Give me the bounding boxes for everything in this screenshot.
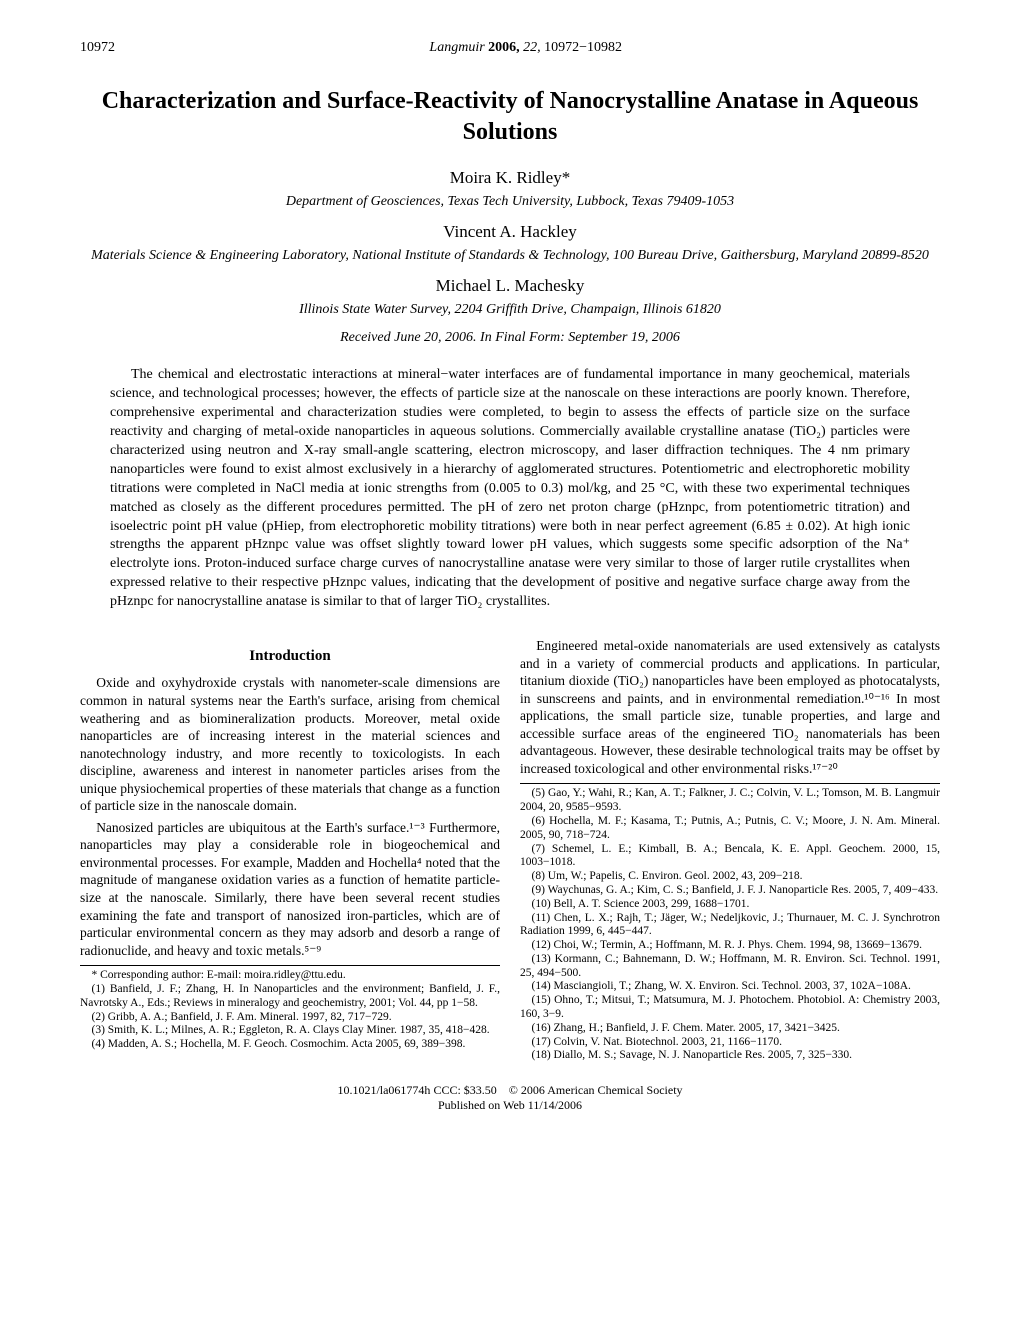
ref-item: (11) Chen, L. X.; Rajh, T.; Jäger, W.; N… — [520, 912, 940, 940]
footnote-item: (3) Smith, K. L.; Milnes, A. R.; Eggleto… — [80, 1024, 500, 1038]
author-block-1: Vincent A. Hackley Materials Science & E… — [80, 222, 940, 264]
ref-item: (17) Colvin, V. Nat. Biotechnol. 2003, 2… — [520, 1036, 940, 1050]
author-name-2: Michael L. Machesky — [80, 276, 940, 296]
footnote-item: (2) Gribb, A. A.; Banfield, J. F. Am. Mi… — [80, 1011, 500, 1025]
col2-para: Engineered metal-oxide nanomaterials are… — [520, 637, 940, 777]
header-right-spacer — [936, 40, 940, 56]
copyright: © 2006 American Chemical Society — [509, 1083, 683, 1097]
ref-item: (14) Masciangioli, T.; Zhang, W. X. Envi… — [520, 980, 940, 994]
footnote-item: (4) Madden, A. S.; Hochella, M. F. Geoch… — [80, 1038, 500, 1052]
intro-para-1: Nanosized particles are ubiquitous at th… — [80, 819, 500, 959]
ref-item: (13) Kormann, C.; Bahnemann, D. W.; Hoff… — [520, 953, 940, 981]
ref-item: (12) Choi, W.; Termin, A.; Hoffmann, M. … — [520, 939, 940, 953]
introduction-heading: Introduction — [80, 647, 500, 667]
ref-item: (15) Ohno, T.; Mitsui, T.; Matsumura, M.… — [520, 994, 940, 1022]
article-title: Characterization and Surface-Reactivity … — [80, 86, 940, 148]
journal-header: Langmuir 2006, 22, 10972−10982 — [429, 40, 622, 56]
ref-item: (7) Schemel, L. E.; Kimball, B. A.; Benc… — [520, 843, 940, 871]
author-affiliation-0: Department of Geosciences, Texas Tech Un… — [80, 194, 940, 210]
ref-item: (9) Waychunas, G. A.; Kim, C. S.; Banfie… — [520, 884, 940, 898]
footnotes-left: * Corresponding author: E-mail: moira.ri… — [80, 965, 500, 1052]
ref-item: (5) Gao, Y.; Wahi, R.; Kan, A. T.; Falkn… — [520, 787, 940, 815]
footnote-item: (1) Banfield, J. F.; Zhang, H. In Nanopa… — [80, 983, 500, 1011]
ccc-price: CCC: $33.50 — [433, 1083, 496, 1097]
ref-item: (18) Diallo, M. S.; Savage, N. J. Nanopa… — [520, 1049, 940, 1063]
author-affiliation-2: Illinois State Water Survey, 2204 Griffi… — [80, 302, 940, 318]
author-block-0: Moira K. Ridley* Department of Geoscienc… — [80, 168, 940, 210]
ref-item: (8) Um, W.; Papelis, C. Environ. Geol. 2… — [520, 870, 940, 884]
ref-item: (16) Zhang, H.; Banfield, J. F. Chem. Ma… — [520, 1022, 940, 1036]
body-columns: Introduction Oxide and oxyhydroxide crys… — [80, 637, 940, 1063]
author-name-0: Moira K. Ridley* — [80, 168, 940, 188]
published-on-web: Published on Web 11/14/2006 — [438, 1098, 582, 1112]
abstract-text: The chemical and electrostatic interacti… — [110, 366, 910, 612]
running-header: 10972 Langmuir 2006, 22, 10972−10982 — [80, 40, 940, 56]
footer-line: 10.1021/la061774h CCC: $33.50 © 2006 Ame… — [80, 1083, 940, 1113]
author-name-1: Vincent A. Hackley — [80, 222, 940, 242]
footnote-item: * Corresponding author: E-mail: moira.ri… — [80, 969, 500, 983]
author-affiliation-1: Materials Science & Engineering Laborato… — [80, 248, 940, 264]
received-line: Received June 20, 2006. In Final Form: S… — [80, 330, 940, 346]
intro-para-0: Oxide and oxyhydroxide crystals with nan… — [80, 674, 500, 814]
ref-item: (10) Bell, A. T. Science 2003, 299, 1688… — [520, 898, 940, 912]
ref-item: (6) Hochella, M. F.; Kasama, T.; Putnis,… — [520, 815, 940, 843]
author-block-2: Michael L. Machesky Illinois State Water… — [80, 276, 940, 318]
doi: 10.1021/la061774h — [337, 1083, 430, 1097]
page-number-left: 10972 — [80, 40, 115, 56]
references-right: (5) Gao, Y.; Wahi, R.; Kan, A. T.; Falkn… — [520, 783, 940, 1063]
